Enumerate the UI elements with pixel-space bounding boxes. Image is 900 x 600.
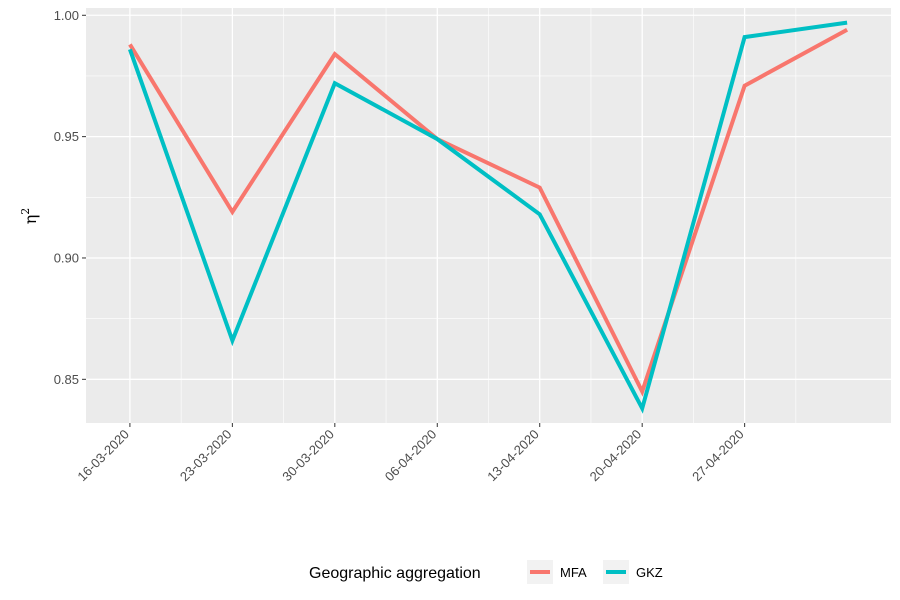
x-tick-label: 06-04-2020 xyxy=(382,427,440,485)
legend: Geographic aggregation MFA GKZ xyxy=(309,560,663,584)
series-lines xyxy=(128,20,849,414)
legend-label-mfa: MFA xyxy=(560,565,587,580)
major-gridlines xyxy=(86,8,891,423)
y-tick-label: 0.85 xyxy=(54,372,79,387)
y-axis-tick-labels: 0.85 0.90 0.95 1.00 xyxy=(54,8,79,387)
legend-title: Geographic aggregation xyxy=(309,565,481,582)
series-line-mfa xyxy=(128,28,849,397)
axis-ticks xyxy=(82,14,746,427)
y-axis-title: η2 xyxy=(19,208,40,225)
x-tick-label: 27-04-2020 xyxy=(689,427,747,485)
x-tick-label: 13-04-2020 xyxy=(484,427,542,485)
x-tick-label: 20-04-2020 xyxy=(587,427,645,485)
x-tick-label: 23-03-2020 xyxy=(177,427,235,485)
y-tick-label: 1.00 xyxy=(54,8,79,23)
x-tick-label: 30-03-2020 xyxy=(279,427,337,485)
series-line-gkz xyxy=(128,20,848,414)
legend-label-gkz: GKZ xyxy=(636,565,663,580)
y-tick-label: 0.95 xyxy=(54,129,79,144)
minor-gridlines xyxy=(86,8,891,423)
y-tick-label: 0.90 xyxy=(54,250,79,265)
x-axis-tick-labels: 16-03-2020 23-03-2020 30-03-2020 06-04-2020… xyxy=(74,427,746,485)
x-tick-label: 16-03-2020 xyxy=(74,427,132,485)
